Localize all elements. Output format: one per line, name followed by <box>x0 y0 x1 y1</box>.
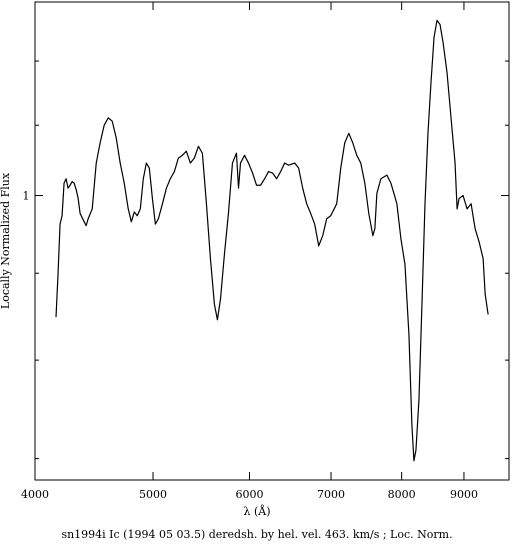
x-tick-label: 6000 <box>235 488 263 501</box>
plot-frame <box>34 1 510 481</box>
spectrum-line <box>55 19 489 462</box>
x-tick-label: 5000 <box>139 488 167 501</box>
x-tick-label: 8000 <box>388 488 416 501</box>
x-tick-label: 7000 <box>317 488 345 501</box>
y-axis-label: Locally Normalized Flux <box>0 172 12 309</box>
x-tick-label: 4000 <box>21 488 49 501</box>
caption: sn1994i Ic (1994 05 03.5) deredsh. by he… <box>61 528 452 541</box>
y-tick-label: 1 <box>23 190 30 203</box>
x-tick-label: 9000 <box>450 488 478 501</box>
x-axis-label: λ (Å) <box>244 504 271 518</box>
